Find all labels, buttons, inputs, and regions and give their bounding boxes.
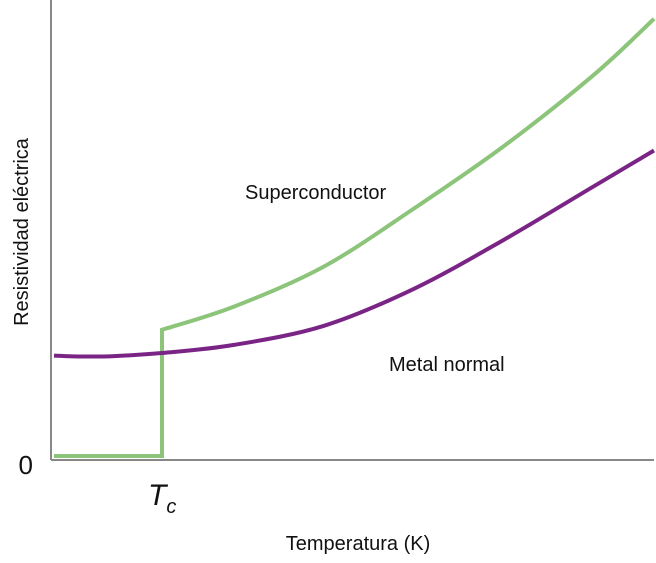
y-axis-title: Resistividad eléctrica: [11, 137, 33, 326]
series-label-superconductor: Superconductor: [245, 182, 387, 204]
series-label-metal-normal: Metal normal: [389, 354, 505, 376]
x-tick-label-tc: Tc: [148, 479, 176, 518]
y-tick-label-zero: 0: [19, 450, 33, 480]
tc-main: T: [148, 479, 169, 512]
series-line-superconductor: [54, 17, 656, 458]
tc-subscript: c: [166, 496, 176, 518]
series-layer: [53, 17, 656, 458]
series-line-metal-normal: [53, 148, 656, 359]
x-axis-title: Temperatura (K): [286, 533, 431, 555]
